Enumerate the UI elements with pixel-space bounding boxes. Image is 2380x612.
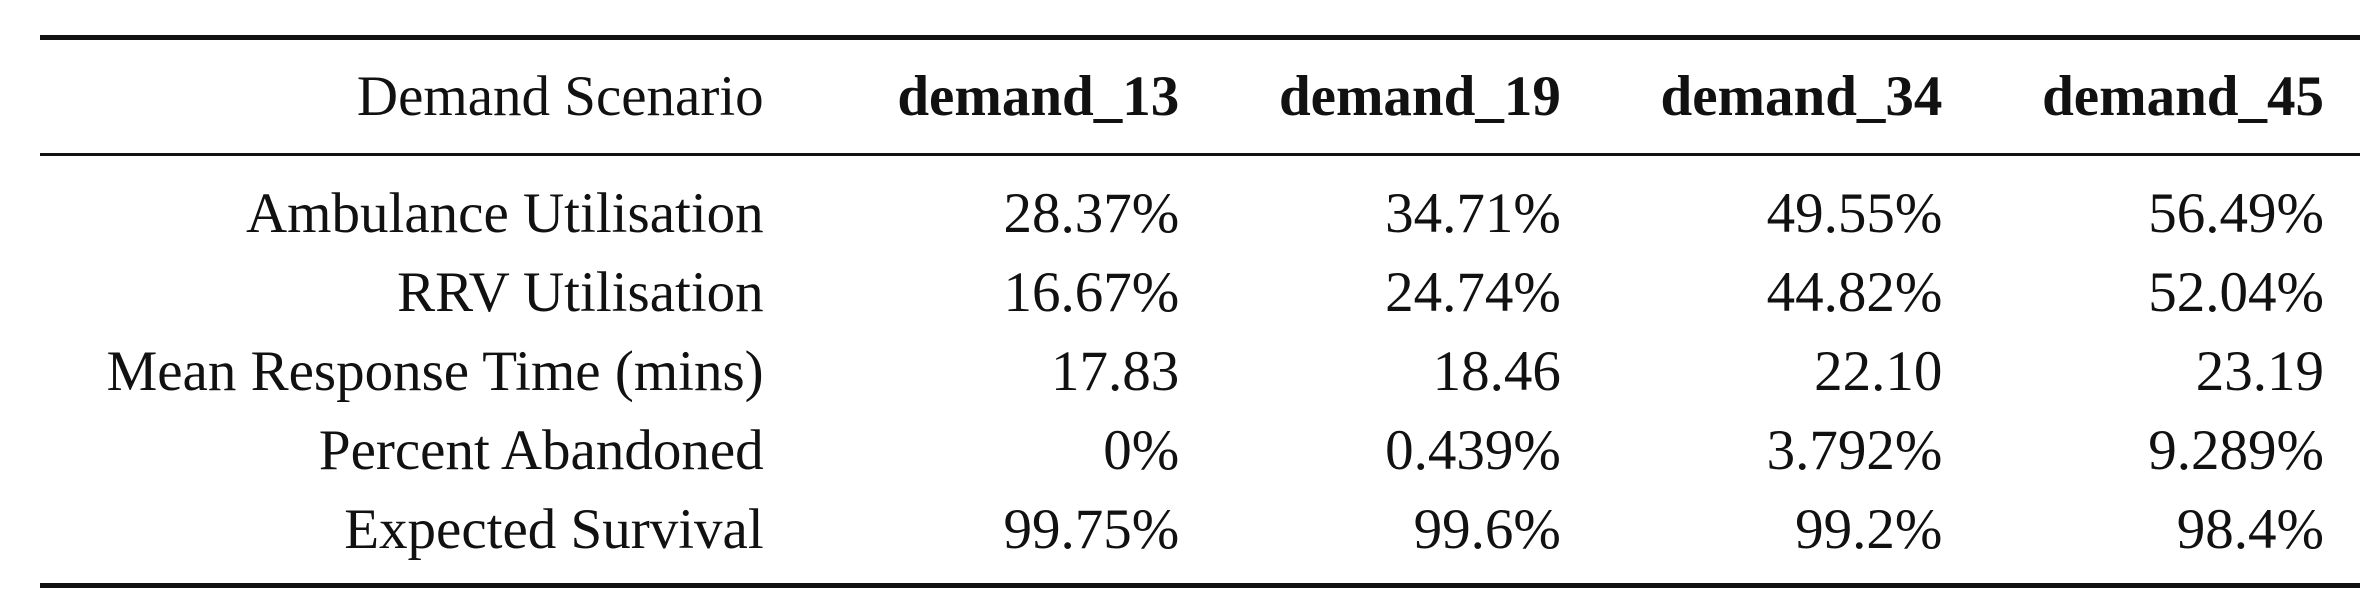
table-cell: 34.71% bbox=[1385, 182, 1561, 245]
table-row-expected-survival: Expected Survival 99.75% 99.6% 99.2% 98.… bbox=[40, 490, 2360, 586]
header-demand-34: demand_34 bbox=[1660, 65, 1943, 128]
table-cell: 9.289% bbox=[2148, 419, 2324, 482]
table-cell: 0.439% bbox=[1385, 419, 1561, 482]
table-cell: 99.6% bbox=[1413, 498, 1561, 561]
table-cell: 24.74% bbox=[1385, 261, 1561, 324]
table-row-ambulance-utilisation: Ambulance Utilisation 28.37% 34.71% 49.5… bbox=[40, 155, 2360, 254]
table-row-rrv-utilisation: RRV Utilisation 16.67% 24.74% 44.82% 52.… bbox=[40, 253, 2360, 332]
header-demand-scenario: Demand Scenario bbox=[356, 65, 764, 128]
table-row-percent-abandoned: Percent Abandoned 0% 0.439% 3.792% 9.289… bbox=[40, 411, 2360, 490]
results-table: Demand Scenario demand_13 demand_19 dema… bbox=[40, 35, 2360, 588]
header-demand-13: demand_13 bbox=[897, 65, 1180, 128]
row-label: RRV Utilisation bbox=[397, 261, 764, 324]
table-cell: 23.19 bbox=[2195, 340, 2324, 403]
table-cell: 28.37% bbox=[1003, 182, 1180, 245]
table-cell: 18.46 bbox=[1432, 340, 1561, 403]
table-cell: 16.67% bbox=[1003, 261, 1180, 324]
table-cell: 3.792% bbox=[1766, 419, 1943, 482]
row-label: Ambulance Utilisation bbox=[246, 182, 764, 245]
table-cell: 56.49% bbox=[2148, 182, 2324, 245]
results-table-container: Demand Scenario demand_13 demand_19 dema… bbox=[40, 35, 2360, 588]
table-header-row: Demand Scenario demand_13 demand_19 dema… bbox=[40, 37, 2360, 155]
table-cell: 44.82% bbox=[1766, 261, 1943, 324]
row-label: Expected Survival bbox=[344, 498, 764, 561]
table-cell: 22.10 bbox=[1814, 340, 1943, 403]
header-demand-19: demand_19 bbox=[1278, 65, 1561, 128]
table-cell: 17.83 bbox=[1051, 340, 1180, 403]
table-row-mean-response-time: Mean Response Time (mins) 17.83 18.46 22… bbox=[40, 332, 2360, 411]
table-cell: 52.04% bbox=[2148, 261, 2324, 324]
table-cell: 0% bbox=[1103, 419, 1180, 482]
table-cell: 98.4% bbox=[2176, 498, 2324, 561]
table-cell: 99.2% bbox=[1795, 498, 1943, 561]
row-label: Mean Response Time (mins) bbox=[106, 340, 764, 403]
row-label: Percent Abandoned bbox=[318, 419, 764, 482]
header-demand-45: demand_45 bbox=[2042, 65, 2324, 128]
table-cell: 99.75% bbox=[1003, 498, 1180, 561]
table-cell: 49.55% bbox=[1766, 182, 1943, 245]
